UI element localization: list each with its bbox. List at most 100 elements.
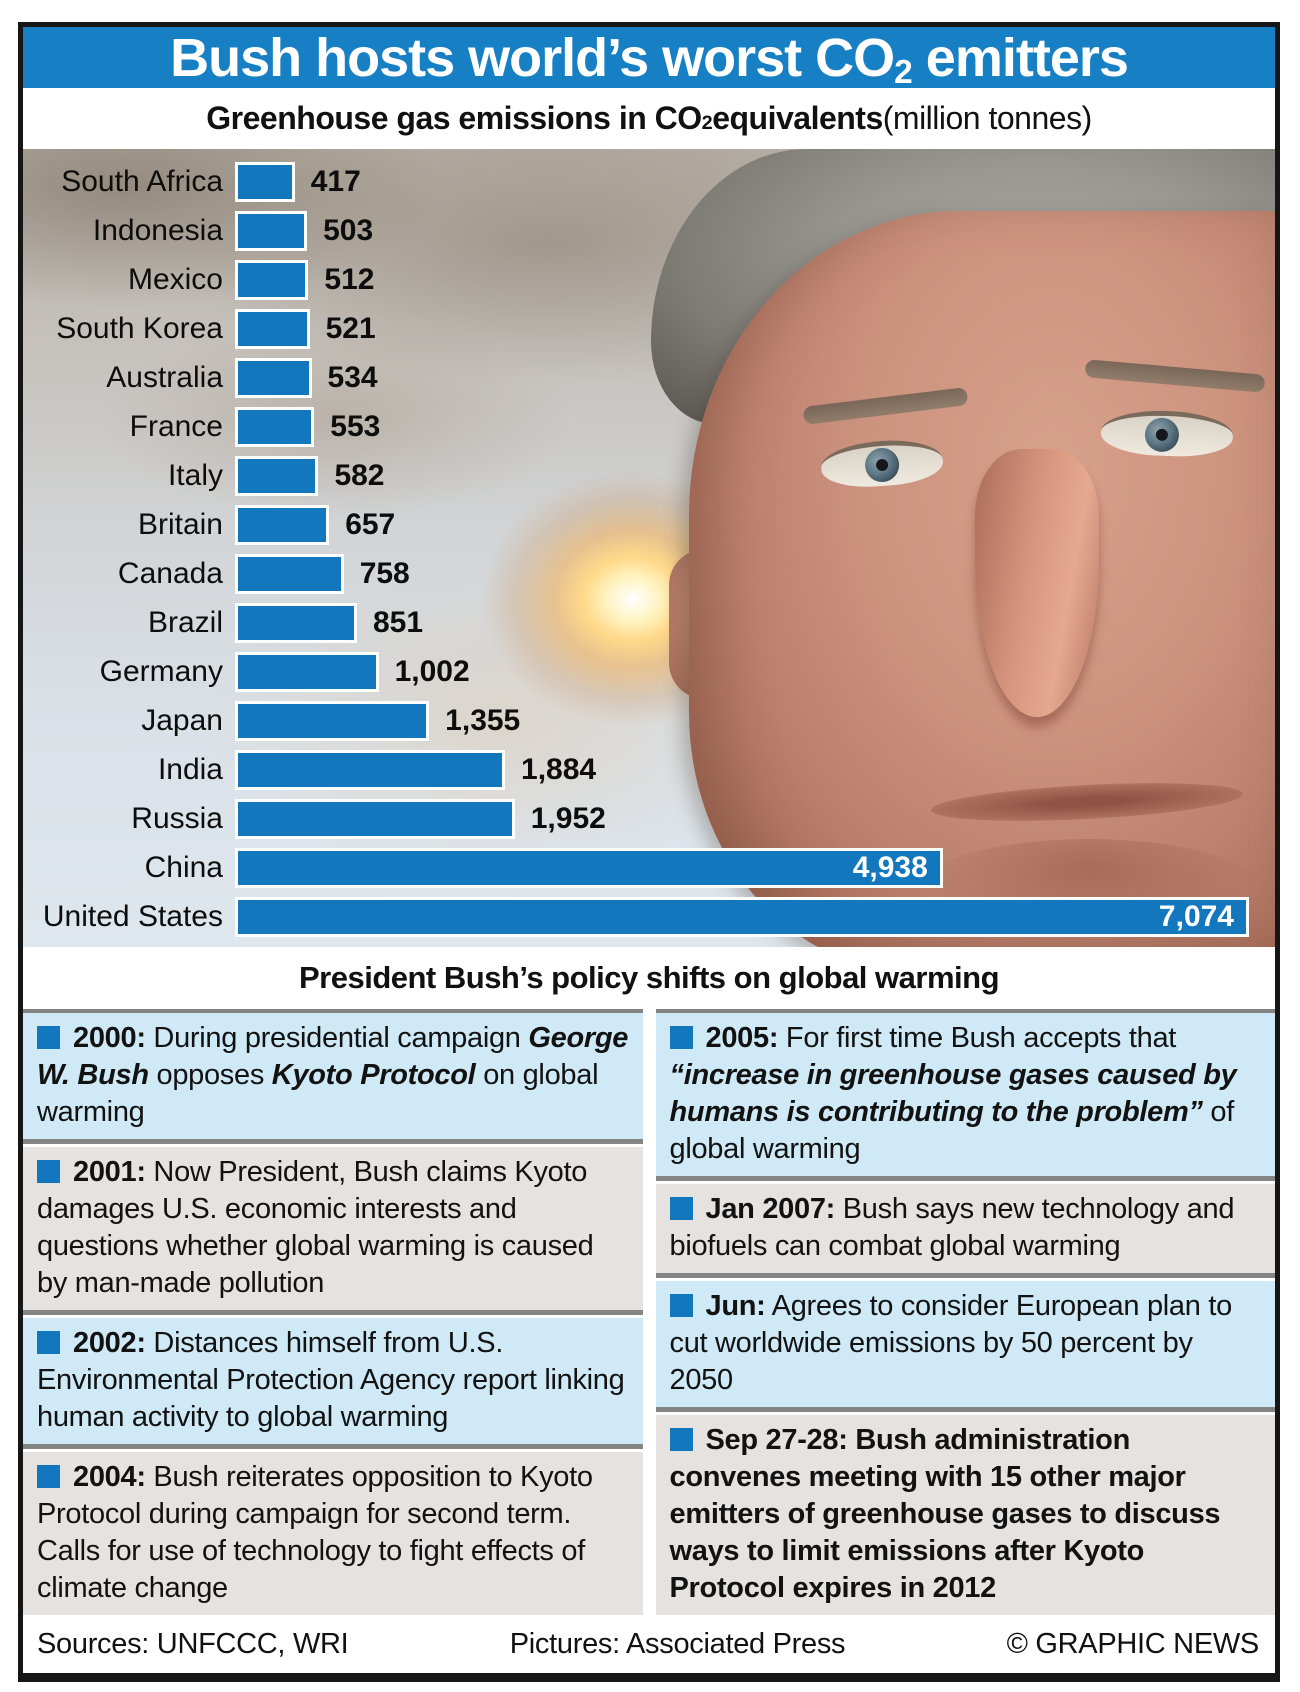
bar-track: 657 [235, 500, 1275, 549]
bar [235, 553, 344, 594]
bar-value-outside: 553 [330, 409, 381, 443]
country-label: Britain [137, 507, 223, 541]
infographic-poster: Bush hosts world’s worst CO2 emitters Gr… [18, 22, 1280, 1682]
country-label: Mexico [127, 262, 223, 296]
country-label: Brazil [147, 605, 223, 639]
country-label: United States [42, 899, 223, 933]
bar-track: 503 [235, 206, 1275, 255]
bar-value-inside: 4,938 [852, 850, 928, 884]
bullet-square-icon [37, 1160, 60, 1183]
bar-chart: South Africa 417 Indonesia 503 Mexico 51… [23, 149, 1275, 947]
timeline-column-left: 2000: During presidential campaign Georg… [23, 1009, 643, 1615]
chart-row: Indonesia 503 [23, 206, 1275, 255]
chart-row: Mexico 512 [23, 255, 1275, 304]
bullet-square-icon [37, 1331, 60, 1354]
bar-track: 1,952 [235, 794, 1275, 843]
timeline-entry-text: 2004: Bush reiterates opposition to Kyot… [37, 1461, 593, 1604]
graphic-news-credit: © GRAPHIC NEWS [1006, 1627, 1260, 1660]
bar-value-outside: 534 [327, 360, 378, 394]
chart-row: Japan 1,355 [23, 696, 1275, 745]
timeline-entry: 2004: Bush reiterates opposition to Kyot… [23, 1452, 643, 1615]
country-label: Russia [131, 801, 223, 835]
bar [235, 798, 515, 839]
bar [235, 749, 506, 790]
sources-text: Sources: UNFCCC, WRI [37, 1627, 349, 1660]
bar [235, 504, 330, 545]
policy-timeline: 2000: During presidential campaign Georg… [23, 1009, 1275, 1615]
country-label: Germany [99, 654, 223, 688]
timeline-entry: 2000: During presidential campaign Georg… [23, 1009, 643, 1144]
chart-row: Britain 657 [23, 500, 1275, 549]
country-label: Canada [117, 556, 223, 590]
bar-track: 1,002 [235, 647, 1275, 696]
bar-value-outside: 512 [324, 262, 375, 296]
country-label: South Africa [61, 164, 223, 198]
bar-value-outside: 503 [323, 213, 374, 247]
bar [235, 161, 295, 202]
bar-track: 521 [235, 304, 1275, 353]
bullet-square-icon [37, 1465, 60, 1488]
bullet-square-icon [669, 1026, 693, 1049]
bar-value-outside: 758 [359, 556, 410, 590]
country-label: China [144, 850, 223, 884]
timeline-entry-text: 2001: Now President, Bush claims Kyoto d… [37, 1156, 594, 1299]
bar-value-outside: 851 [372, 605, 424, 639]
bullet-square-icon [37, 1026, 60, 1049]
policy-heading: President Bush’s policy shifts on global… [23, 947, 1275, 1009]
timeline-entry: 2005: For first time Bush accepts that “… [655, 1009, 1275, 1181]
chart-row: Canada 758 [23, 549, 1275, 598]
bar-track: 1,884 [235, 745, 1275, 794]
bar-track: 758 [235, 549, 1275, 598]
bar-value-outside: 1,952 [530, 801, 606, 835]
title-bar: Bush hosts world’s worst CO2 emitters [23, 27, 1275, 91]
timeline-entry: 2001: Now President, Bush claims Kyoto d… [23, 1147, 643, 1315]
country-label: France [129, 409, 223, 443]
bar-track: 1,355 [235, 696, 1275, 745]
timeline-entry-text: Jun: Agrees to consider European plan to… [669, 1290, 1232, 1396]
country-label: India [157, 752, 223, 786]
chart-section: South Africa 417 Indonesia 503 Mexico 51… [23, 149, 1275, 947]
bush-face [623, 149, 1275, 947]
nose [975, 449, 1099, 717]
bar-value-outside: 657 [345, 507, 396, 541]
bar-track: 582 [235, 451, 1275, 500]
bar-value-outside: 1,002 [394, 654, 470, 688]
chart-row: Russia 1,952 [23, 794, 1275, 843]
footer: Sources: UNFCCC, WRI Pictures: Associate… [23, 1615, 1275, 1673]
country-label: Australia [106, 360, 223, 394]
chart-row: Brazil 851 [23, 598, 1275, 647]
co2-subscript: 2 [894, 53, 913, 91]
bar-value-outside: 521 [325, 311, 376, 345]
timeline-column-right: 2005: For first time Bush accepts that “… [655, 1009, 1275, 1615]
bullet-square-icon [669, 1294, 693, 1317]
main-title: Bush hosts world’s worst CO2 emitters [170, 27, 1129, 91]
timeline-entry: 2002: Distances himself from U.S. Enviro… [23, 1318, 643, 1449]
timeline-entry-text: 2005: For first time Bush accepts that “… [669, 1022, 1237, 1165]
bar-track: 553 [235, 402, 1275, 451]
bar [235, 210, 308, 251]
bar-track: 7,074 [235, 892, 1275, 941]
chart-row: France 553 [23, 402, 1275, 451]
chart-row: South Korea 521 [23, 304, 1275, 353]
bar [235, 259, 309, 300]
country-label: Japan [141, 703, 223, 737]
bar [235, 308, 310, 349]
bullet-square-icon [669, 1197, 693, 1220]
timeline-entry-text: 2000: During presidential campaign Georg… [37, 1022, 629, 1128]
bar-track: 851 [235, 598, 1275, 647]
bar-value-outside: 1,884 [521, 752, 597, 786]
chart-row: Australia 534 [23, 353, 1275, 402]
timeline-entry: Jun: Agrees to consider European plan to… [655, 1281, 1275, 1412]
country-label: Indonesia [92, 213, 223, 247]
timeline-entry-text: 2002: Distances himself from U.S. Enviro… [37, 1327, 625, 1433]
bar [235, 651, 379, 692]
bar [235, 700, 430, 741]
country-label: South Korea [56, 311, 223, 345]
pictures-credit: Pictures: Associated Press [509, 1627, 846, 1660]
bar [235, 455, 319, 496]
bar: 4,938 [235, 847, 943, 888]
timeline-entry-text: Sep 27-28: Bush administration convenes … [669, 1424, 1221, 1604]
bar: 7,074 [235, 896, 1249, 937]
bush-photo [23, 149, 1275, 947]
timeline-entry-text: Jan 2007: Bush says new technology and b… [669, 1193, 1235, 1262]
